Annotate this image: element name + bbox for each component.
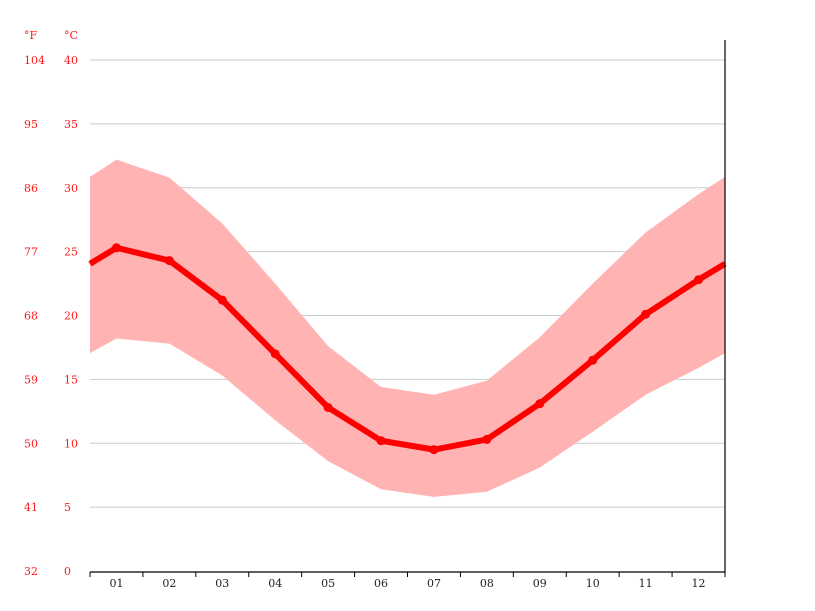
y-tick-fahrenheit: 77 — [24, 246, 38, 259]
data-point — [429, 445, 439, 455]
y-tick-fahrenheit: 68 — [24, 310, 38, 323]
data-point — [535, 399, 545, 409]
y-tick-fahrenheit: 86 — [24, 182, 38, 195]
y-tick-celsius: 35 — [64, 118, 78, 131]
data-point — [323, 402, 333, 412]
month-label: 06 — [374, 577, 388, 590]
y-axis-labels: °F °C 32 0 41 5 50 10 59 15 68 20 77 25 86 30 95 35 104 4… — [24, 29, 78, 578]
y-tick-celsius: 5 — [64, 501, 71, 514]
data-point — [376, 436, 386, 446]
y-tick-fahrenheit: 50 — [24, 437, 38, 450]
data-point — [217, 295, 227, 305]
y-tick-fahrenheit: 104 — [24, 54, 45, 67]
data-point — [694, 275, 704, 285]
y-tick-fahrenheit: 32 — [24, 565, 38, 578]
y-tick-celsius: 40 — [64, 54, 78, 67]
average-temperature-line — [88, 244, 727, 453]
data-point — [111, 243, 121, 253]
month-label: 03 — [215, 577, 229, 590]
month-label: 07 — [427, 577, 441, 590]
temperature-range-band — [90, 159, 725, 497]
y-tick-fahrenheit: 41 — [24, 501, 38, 514]
month-label: 11 — [639, 577, 653, 590]
x-axis: 01 02 03 04 05 06 07 08 09 10 11 12 — [89, 571, 726, 590]
y-tick-celsius: 10 — [64, 437, 78, 450]
month-label: 12 — [692, 577, 706, 590]
month-label: 04 — [268, 577, 282, 590]
y-tick-celsius: 0 — [64, 565, 71, 578]
month-label: 09 — [533, 577, 547, 590]
month-label: 02 — [162, 577, 176, 590]
y-tick-fahrenheit: 95 — [24, 118, 38, 131]
celsius-unit-label: °C — [64, 29, 78, 42]
fahrenheit-unit-label: °F — [24, 29, 38, 42]
month-label: 08 — [480, 577, 494, 590]
data-points — [111, 243, 704, 455]
y-tick-celsius: 20 — [64, 310, 78, 323]
month-label: 01 — [109, 577, 123, 590]
month-label: 10 — [586, 577, 600, 590]
data-point — [588, 355, 598, 365]
y-tick-celsius: 25 — [64, 246, 78, 259]
data-point — [164, 256, 174, 266]
y-tick-fahrenheit: 59 — [24, 373, 38, 386]
data-point — [270, 349, 280, 359]
data-point — [641, 309, 651, 319]
month-label: 05 — [321, 577, 335, 590]
data-point — [482, 434, 492, 444]
y-tick-celsius: 30 — [64, 182, 78, 195]
y-tick-celsius: 15 — [64, 373, 78, 386]
